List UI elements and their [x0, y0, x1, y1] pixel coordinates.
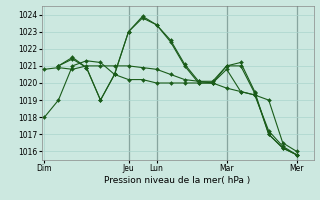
X-axis label: Pression niveau de la mer( hPa ): Pression niveau de la mer( hPa ) — [104, 176, 251, 185]
